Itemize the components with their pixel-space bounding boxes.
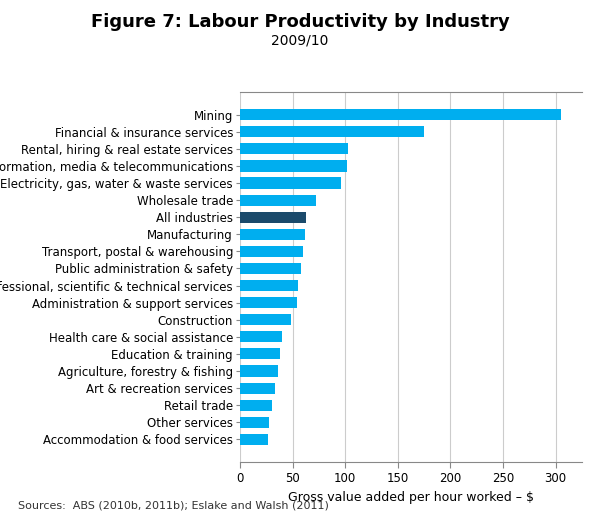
Bar bbox=[240, 161, 347, 171]
Text: Figure 7: Labour Productivity by Industry: Figure 7: Labour Productivity by Industr… bbox=[91, 13, 509, 31]
Bar bbox=[240, 109, 561, 120]
Bar bbox=[240, 143, 349, 154]
Bar bbox=[240, 434, 268, 445]
Bar bbox=[240, 229, 305, 240]
X-axis label: Gross value added per hour worked – $: Gross value added per hour worked – $ bbox=[288, 490, 534, 504]
Bar bbox=[240, 417, 269, 428]
Bar bbox=[240, 383, 275, 393]
Bar bbox=[240, 331, 282, 342]
Bar bbox=[240, 177, 341, 189]
Bar bbox=[240, 194, 316, 206]
Bar bbox=[240, 126, 424, 137]
Bar bbox=[240, 246, 303, 257]
Bar bbox=[240, 263, 301, 274]
Bar bbox=[240, 348, 280, 360]
Text: Sources:  ABS (2010b, 2011b); Eslake and Walsh (2011): Sources: ABS (2010b, 2011b); Eslake and … bbox=[18, 501, 329, 510]
Bar bbox=[240, 297, 297, 308]
Bar bbox=[240, 280, 298, 291]
Text: 2009/10: 2009/10 bbox=[271, 33, 329, 47]
Bar bbox=[240, 314, 290, 325]
Bar bbox=[240, 212, 306, 223]
Bar bbox=[240, 365, 278, 377]
Bar bbox=[240, 400, 272, 411]
